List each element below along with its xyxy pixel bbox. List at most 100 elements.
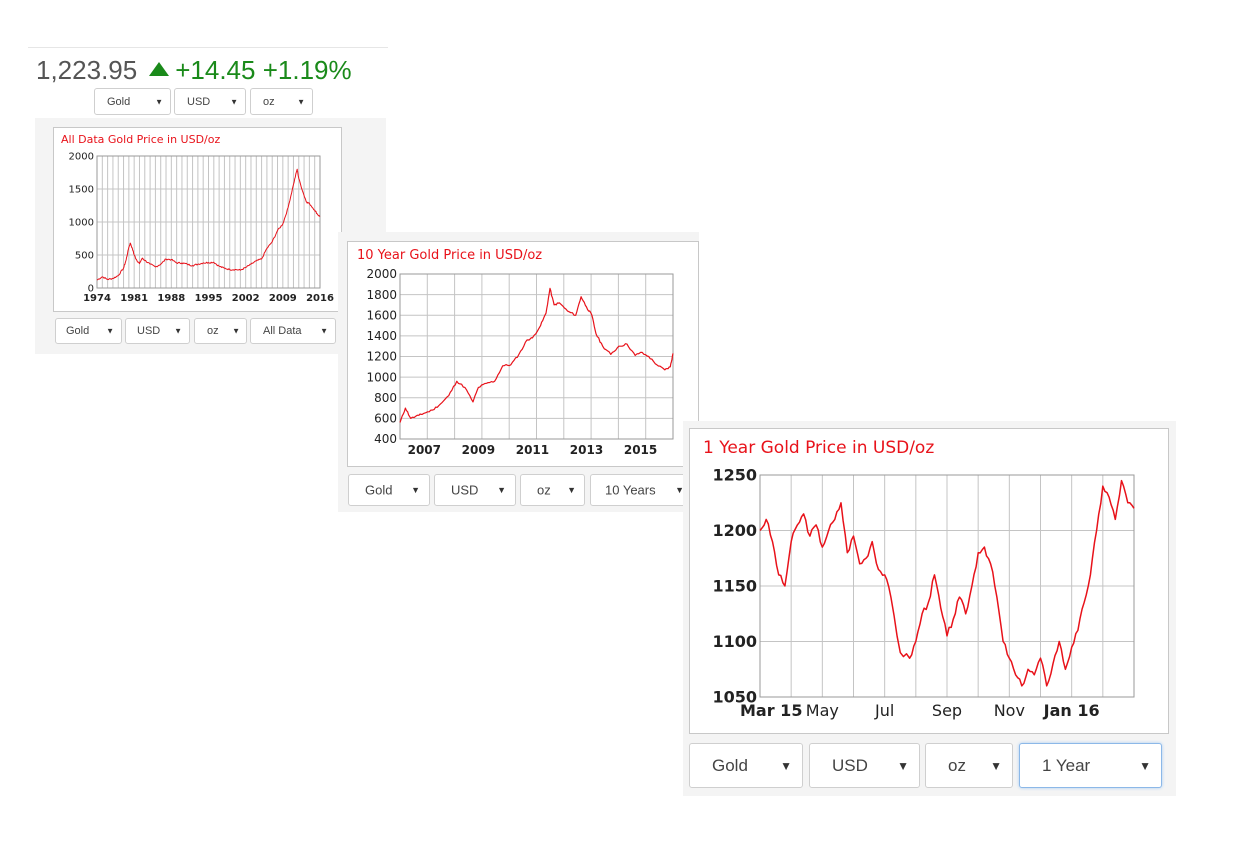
x-tick-label: Sep <box>932 701 962 720</box>
dropdown-arrow-icon: ▼ <box>155 97 163 106</box>
x-tick-label: 2002 <box>232 293 260 304</box>
select-value: oz <box>537 482 551 498</box>
select-value: Gold <box>66 325 90 337</box>
dropdown-arrow-icon: ▼ <box>897 758 909 773</box>
y-tick-label: 2000 <box>366 267 397 281</box>
chart2-currency-select[interactable]: USD ▼ <box>434 474 516 506</box>
select-value: Gold <box>712 755 748 775</box>
x-tick-label: 2009 <box>462 443 495 457</box>
x-tick-label: Jul <box>874 701 894 720</box>
y-tick-label: 1050 <box>712 688 757 707</box>
dropdown-arrow-icon: ▼ <box>567 485 576 495</box>
x-tick-label: 1988 <box>157 293 185 304</box>
x-tick-label: 1974 <box>83 293 111 304</box>
select-value: USD <box>451 482 479 498</box>
dropdown-arrow-icon: ▼ <box>106 326 114 336</box>
y-tick-label: 1800 <box>366 288 397 302</box>
price-series-line <box>399 287 674 423</box>
dropdown-arrow-icon: ▼ <box>174 326 182 336</box>
price-series-line <box>96 168 321 281</box>
y-tick-label: 600 <box>374 412 397 426</box>
x-tick-label: 2013 <box>570 443 603 457</box>
chart2-metal-select[interactable]: Gold ▼ <box>348 474 430 506</box>
select-value: Gold <box>365 482 393 498</box>
x-tick-label: Mar 15 <box>740 701 802 720</box>
y-tick-label: 0 <box>88 284 94 295</box>
chart3-unit-select[interactable]: oz ▼ <box>925 743 1013 788</box>
y-tick-label: 1200 <box>712 521 757 540</box>
price-change: +14.45 <box>175 55 256 85</box>
chart2-unit-select[interactable]: oz ▼ <box>520 474 585 506</box>
select-value: oz <box>207 325 219 337</box>
y-tick-label: 1100 <box>712 632 757 651</box>
y-tick-label: 1200 <box>366 350 397 364</box>
chart3-currency-select[interactable]: USD ▼ <box>809 743 920 788</box>
y-tick-label: 2000 <box>69 152 94 163</box>
select-value: 1 Year <box>1042 755 1091 775</box>
chart-title: All Data Gold Price in USD/oz <box>61 133 221 146</box>
y-tick-label: 1400 <box>366 329 397 343</box>
chart1-currency-select[interactable]: USD ▼ <box>125 318 190 344</box>
y-tick-label: 1000 <box>69 218 94 229</box>
select-value: USD <box>832 755 868 775</box>
y-tick-label: 1000 <box>366 370 397 384</box>
x-tick-label: 1981 <box>120 293 148 304</box>
dropdown-arrow-icon: ▼ <box>780 758 792 773</box>
y-tick-label: 1150 <box>712 577 757 596</box>
select-value: USD <box>187 95 211 108</box>
spot-price: 1,223.95 <box>36 55 138 85</box>
dropdown-arrow-icon: ▼ <box>297 97 305 106</box>
y-tick-label: 1250 <box>712 466 757 485</box>
plot-frame <box>759 474 1135 698</box>
x-tick-label: Jan 16 <box>1043 701 1100 720</box>
dropdown-arrow-icon: ▼ <box>497 485 506 495</box>
price-change-percent: +1.19% <box>262 55 352 85</box>
dropdown-arrow-icon: ▼ <box>232 326 240 336</box>
triangle-up-icon <box>149 62 170 76</box>
chart3-metal-select[interactable]: Gold ▼ <box>689 743 803 788</box>
x-tick-label: 1995 <box>195 293 223 304</box>
x-tick-label: May <box>806 701 839 720</box>
chart1-unit-select[interactable]: oz ▼ <box>194 318 247 344</box>
top-currency-select[interactable]: USD ▼ <box>174 88 246 115</box>
x-tick-label: 2015 <box>624 443 657 457</box>
plot-frame <box>96 155 321 289</box>
select-value: Gold <box>107 95 131 108</box>
y-tick-label: 800 <box>374 391 397 405</box>
select-value: oz <box>948 755 966 775</box>
dropdown-arrow-icon: ▼ <box>990 758 1002 773</box>
dropdown-arrow-icon: ▼ <box>1139 758 1151 773</box>
top-metal-select[interactable]: Gold ▼ <box>94 88 171 115</box>
top-unit-select[interactable]: oz ▼ <box>250 88 313 115</box>
select-value: oz <box>263 95 275 108</box>
y-tick-label: 1600 <box>366 308 397 322</box>
dropdown-arrow-icon: ▼ <box>411 485 420 495</box>
price-series-line <box>759 479 1135 687</box>
dropdown-arrow-icon: ▼ <box>320 326 328 336</box>
chart-title: 10 Year Gold Price in USD/oz <box>357 248 543 263</box>
plot-frame <box>399 273 674 440</box>
chart-plot: 1050 1100 1150 1200 1250 Mar 15 May Jul Sep Nov Ja… <box>712 466 1135 720</box>
chart-plot: 400 600 800 1000 1200 1400 1600 1800 2000 2007 200… <box>366 267 674 457</box>
x-tick-label: 2009 <box>269 293 297 304</box>
select-value: All Data <box>263 325 302 337</box>
x-tick-label: 2011 <box>516 443 549 457</box>
chart-10-year: 10 Year Gold Price in USD/oz 400 600 800 10… <box>347 241 699 467</box>
ticker-divider <box>28 47 388 48</box>
x-tick-label: 2007 <box>408 443 441 457</box>
chart-plot: 0 500 1000 1500 2000 1974 1981 1988 1995 2002 2009… <box>69 152 334 305</box>
chart2-range-select[interactable]: 10 Years ▼ <box>590 474 690 506</box>
select-value: USD <box>137 325 161 337</box>
y-tick-label: 500 <box>75 251 94 262</box>
y-tick-label: 1500 <box>69 185 94 196</box>
chart-all-data: All Data Gold Price in USD/oz 0 500 1000 15… <box>53 127 342 312</box>
select-value: 10 Years <box>605 482 656 498</box>
dropdown-arrow-icon: ▼ <box>675 485 684 495</box>
chart-1-year: 1 Year Gold Price in USD/oz 1050 1100 1150… <box>689 428 1169 734</box>
x-tick-label: 2016 <box>306 293 334 304</box>
chart3-range-select[interactable]: 1 Year ▼ <box>1019 743 1162 788</box>
dropdown-arrow-icon: ▼ <box>230 97 238 106</box>
chart1-metal-select[interactable]: Gold ▼ <box>55 318 122 344</box>
chart1-range-select[interactable]: All Data ▼ <box>250 318 336 344</box>
chart-title: 1 Year Gold Price in USD/oz <box>703 438 935 458</box>
